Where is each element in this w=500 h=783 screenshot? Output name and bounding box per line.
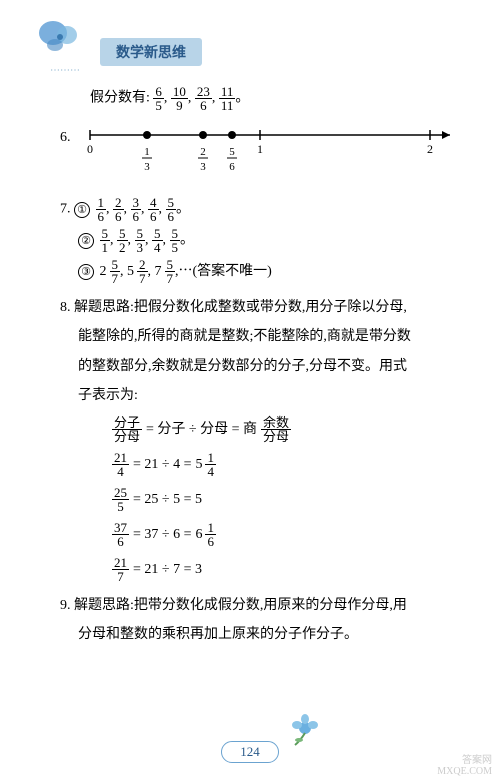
improper-fractions-line: 假分数有: 65, 109, 236, 1111。 (60, 85, 450, 112)
problem-9: 9. 解题思路:把带分数化成假分数,用原来的分母作分母,用 分母和整数的乘积再加… (60, 593, 450, 647)
problem-6: 6. 0 1 2 1 3 2 3 5 6 (60, 120, 450, 184)
improper-prefix: 假分数有: (90, 91, 150, 106)
watermark: 答案网 MXQE.COM (437, 755, 492, 777)
fraction: 56 (166, 196, 177, 223)
problem-7: 7. ① 16, 26, 36, 46, 56。 ② 51, 52, 53, 5… (60, 196, 450, 285)
fraction: 376 (112, 521, 129, 548)
number-line: 0 1 2 1 3 2 3 5 6 (80, 120, 460, 175)
main-content: 假分数有: 65, 109, 236, 1111。 6. 0 1 2 1 3 2 (0, 85, 500, 647)
fraction: 65 (153, 85, 164, 112)
p8-text: 8. 解题思路:把假分数化成整数或带分数,用分子除以分母, (60, 295, 450, 320)
fraction: 109 (171, 85, 188, 112)
svg-text:6: 6 (229, 161, 235, 173)
problem-7-label: 7. (60, 202, 71, 217)
problem-8: 8. 解题思路:把假分数化成整数或带分数,用分子除以分母, 能整除的,所得的商就… (60, 295, 450, 583)
circled-3: ③ (78, 264, 94, 280)
p7-row2: ② 51, 52, 53, 54, 55。 (60, 227, 450, 254)
p8-eq4: 217 = 21 ÷ 7 = 3 (60, 556, 450, 583)
svg-text:1: 1 (144, 146, 150, 158)
p7-row3: ③ 257, 527, 757,⋯(答案不唯一) (60, 258, 450, 285)
fraction: 236 (195, 85, 212, 112)
fraction: 36 (131, 196, 142, 223)
p8-text: 的整数部分,余数就是分数部分的分子,分母不变。用式 (60, 354, 450, 379)
problem-6-label: 6. (60, 125, 71, 150)
p8-text: 子表示为: (60, 383, 450, 408)
mixed-number: 616 (195, 521, 216, 548)
butterfly-icon (35, 15, 85, 60)
svg-text:3: 3 (144, 161, 150, 173)
fraction: 46 (148, 196, 159, 223)
p8-formula: 分子分母 = 分子 ÷ 分母 = 商 余数分母 (60, 416, 450, 443)
mixed-number: 257 (100, 258, 121, 285)
p9-text: 9. 解题思路:把带分数化成假分数,用原来的分母作分母,用 (60, 593, 450, 618)
svg-text:2: 2 (427, 142, 433, 156)
page-title: 数学新思维 (100, 38, 202, 66)
fraction: 余数分母 (261, 416, 291, 443)
fraction: 51 (100, 227, 111, 254)
p8-eq3: 376 = 37 ÷ 6 = 616 (60, 521, 450, 548)
fraction: 16 (96, 196, 107, 223)
mixed-number: 527 (127, 258, 148, 285)
circled-1: ① (74, 202, 90, 218)
fraction: 52 (117, 227, 128, 254)
page-number-area: 124 (0, 741, 500, 763)
svg-text:0: 0 (87, 142, 93, 156)
p8-eq1: 214 = 21 ÷ 4 = 514 (60, 451, 450, 478)
decorative-dots: ⋯⋯⋯ (50, 65, 80, 76)
fraction: 1111 (219, 85, 236, 112)
p7-row1: 7. ① 16, 26, 36, 46, 56。 (60, 196, 450, 223)
fraction: 26 (113, 196, 124, 223)
p8-text: 能整除的,所得的商就是整数;不能整除的,商就是带分数 (60, 324, 450, 349)
fraction: 217 (112, 556, 129, 583)
fraction: 55 (170, 227, 181, 254)
circled-2: ② (78, 233, 94, 249)
fraction: 255 (112, 486, 129, 513)
fraction: 分子分母 (112, 416, 142, 443)
page-number: 124 (221, 741, 279, 763)
fraction: 54 (152, 227, 163, 254)
svg-text:5: 5 (229, 146, 235, 158)
svg-text:2: 2 (200, 146, 206, 158)
page-header: 数学新思维 ⋯⋯⋯ (0, 0, 500, 85)
fraction: 214 (112, 451, 129, 478)
svg-text:1: 1 (257, 142, 263, 156)
p9-text: 分母和整数的乘积再加上原来的分子作分子。 (60, 622, 450, 647)
fraction: 53 (135, 227, 146, 254)
mixed-number: 514 (195, 451, 216, 478)
mixed-number: 757 (155, 258, 176, 285)
svg-text:3: 3 (200, 161, 206, 173)
p8-eq2: 255 = 25 ÷ 5 = 5 (60, 486, 450, 513)
